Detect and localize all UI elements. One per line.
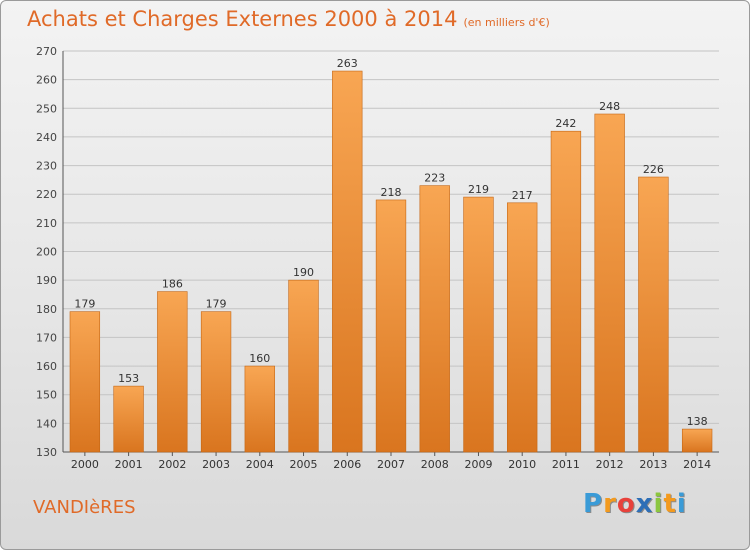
bar xyxy=(244,365,275,453)
bar xyxy=(594,113,625,453)
bar xyxy=(638,176,669,453)
y-tick-label: 270 xyxy=(36,45,57,58)
labels: 130 140 150 160 170 180 190 200 210 220 230 240 250 2… xyxy=(36,45,711,471)
y-tick-label: 240 xyxy=(36,131,57,144)
brand-letter: x xyxy=(635,489,654,519)
bar-value-label: 179 xyxy=(74,298,95,311)
x-tick-label: 2011 xyxy=(552,458,580,471)
y-tick-label: 150 xyxy=(36,389,57,402)
bar-value-label: 248 xyxy=(599,100,620,113)
commune-name: VANDIèRES xyxy=(33,497,136,518)
bar-value-label: 218 xyxy=(381,186,402,199)
y-tick-label: 190 xyxy=(36,274,57,287)
bar xyxy=(69,311,101,453)
brand-letter: P xyxy=(583,489,604,519)
x-tick-label: 2008 xyxy=(421,458,449,471)
bar xyxy=(681,428,713,453)
x-tick-label: 2006 xyxy=(333,458,361,471)
x-tick-label: 2002 xyxy=(158,458,186,471)
y-tick-label: 170 xyxy=(36,331,57,344)
y-tick-label: 230 xyxy=(36,160,57,173)
chart-title-text: Achats et Charges Externes 2000 à 2014 xyxy=(27,7,458,31)
bar-value-label: 160 xyxy=(249,352,270,365)
bar xyxy=(288,279,319,453)
bar-value-label: 186 xyxy=(162,278,183,291)
bar-value-label: 153 xyxy=(118,372,139,385)
y-tick-label: 160 xyxy=(36,360,57,373)
x-tick-label: 2003 xyxy=(202,458,230,471)
x-tick-label: 2001 xyxy=(115,458,143,471)
brand-letter: o xyxy=(616,489,636,519)
bar xyxy=(463,196,494,453)
x-tick-label: 2007 xyxy=(377,458,405,471)
bar xyxy=(419,185,450,453)
brand-letter: r xyxy=(603,489,617,519)
bar xyxy=(200,311,232,453)
bar xyxy=(550,130,582,453)
bar-value-label: 179 xyxy=(206,298,227,311)
bar xyxy=(157,291,188,453)
x-tick-label: 2004 xyxy=(246,458,274,471)
bar-value-label: 219 xyxy=(468,183,489,196)
x-tick-label: 2000 xyxy=(71,458,99,471)
brand-logo[interactable]: Proxiti xyxy=(583,489,687,519)
chart-title: Achats et Charges Externes 2000 à 2014 (e… xyxy=(27,7,550,31)
brand-letter: i xyxy=(653,489,664,519)
bar-value-label: 190 xyxy=(293,266,314,279)
y-tick-label: 140 xyxy=(36,417,57,430)
x-tick-label: 2010 xyxy=(508,458,536,471)
bars xyxy=(69,70,713,453)
y-tick-label: 180 xyxy=(36,303,57,316)
x-tick-label: 2014 xyxy=(683,458,711,471)
y-tick-label: 260 xyxy=(36,74,57,87)
y-tick-label: 250 xyxy=(36,102,57,115)
bar-value-label: 217 xyxy=(512,189,533,202)
x-tick-label: 2009 xyxy=(464,458,492,471)
bar xyxy=(113,385,144,453)
x-tick-label: 2012 xyxy=(596,458,624,471)
bar-value-label: 263 xyxy=(337,57,358,70)
y-tick-label: 200 xyxy=(36,246,57,259)
x-tick-label: 2013 xyxy=(639,458,667,471)
bar xyxy=(332,70,363,453)
brand-letter: t xyxy=(663,489,677,519)
bar-value-label: 138 xyxy=(687,415,708,428)
bar-value-label: 242 xyxy=(555,117,576,130)
bar-value-label: 226 xyxy=(643,163,664,176)
bar xyxy=(375,199,407,453)
bar-value-label: 223 xyxy=(424,172,445,185)
y-tick-label: 130 xyxy=(36,446,57,459)
y-tick-label: 210 xyxy=(36,217,57,230)
x-tick-label: 2005 xyxy=(290,458,318,471)
chart-subtitle: (en milliers d'€) xyxy=(463,16,550,29)
y-tick-label: 220 xyxy=(36,188,57,201)
bar xyxy=(507,202,538,453)
brand-letter: i xyxy=(676,489,687,519)
